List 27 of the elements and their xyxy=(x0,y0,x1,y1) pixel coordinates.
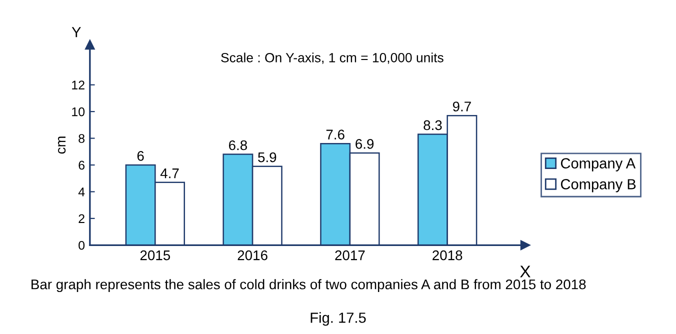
text: Bar graph represents the sales of cold drinks of two companies A and B from 2015 to 2018 xyxy=(32,279,586,292)
data-label: 8.3 xyxy=(424,120,442,130)
data-label: 9.7 xyxy=(452,102,471,112)
data-label: 6.8 xyxy=(228,140,247,150)
y-tick-label: 10 xyxy=(72,107,85,116)
x-tick-label: 2016 xyxy=(238,250,268,260)
text: Y xyxy=(72,27,81,38)
y-tick-label: 8 xyxy=(78,134,85,143)
x-axis-title: X xyxy=(520,266,530,278)
text: Scale : On Y-axis, 1 cm = 10,000 units xyxy=(221,52,444,64)
data-label: 7.6 xyxy=(326,130,344,140)
y-tick-label: 2 xyxy=(78,214,84,223)
data-label: 5.9 xyxy=(258,152,276,162)
y-axis-title: cm xyxy=(58,136,66,154)
x-tick-label: 2015 xyxy=(140,250,170,260)
x-tick-label: 2018 xyxy=(432,250,462,260)
y-tick-label: 12 xyxy=(72,80,84,90)
legend-label: Company A xyxy=(560,158,636,172)
y-tick-label: 4 xyxy=(78,188,85,196)
data-label: 4.7 xyxy=(160,168,179,178)
y-tick-label: 6 xyxy=(78,160,84,170)
data-label: 6 xyxy=(137,151,144,161)
x-tick-label: 2017 xyxy=(335,250,365,260)
y-tick-label: 0 xyxy=(78,240,85,250)
legend-label: Company B xyxy=(560,179,636,192)
data-label: 6.9 xyxy=(356,139,374,149)
caption: Fig. 17.5 xyxy=(310,312,366,326)
